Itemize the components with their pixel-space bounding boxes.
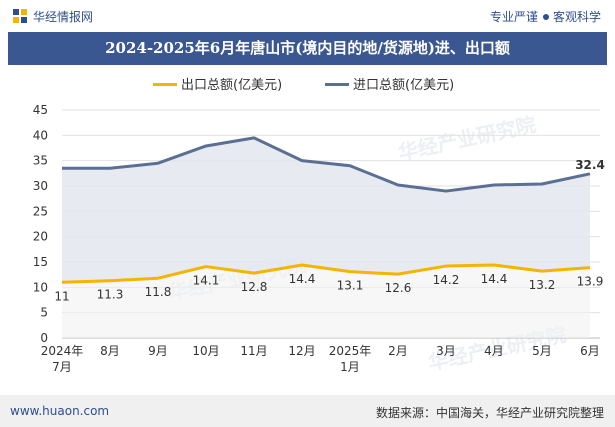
dot-separator bbox=[542, 13, 549, 20]
y-tick-label: 20 bbox=[33, 230, 48, 244]
x-tick-label: 2月 bbox=[388, 344, 408, 358]
export-data-label: 14.1 bbox=[193, 274, 220, 288]
legend-item-import: 进口总额(亿美元) bbox=[325, 74, 454, 93]
brand-name: 华经情报网 bbox=[33, 10, 94, 24]
x-tick-label: 11月 bbox=[240, 344, 267, 358]
legend-swatch-import bbox=[325, 82, 349, 86]
export-data-label: 11 bbox=[54, 289, 69, 303]
x-tick-label: 10月 bbox=[192, 344, 219, 358]
export-data-label: 11.8 bbox=[145, 285, 172, 299]
chart-area: 华经产业研究院华经产业研究院华经产业研究院0510152025303540452… bbox=[33, 103, 605, 375]
y-tick-label: 25 bbox=[33, 204, 48, 218]
export-data-label: 14.4 bbox=[481, 272, 508, 286]
tagline-left: 专业严谨 bbox=[489, 10, 538, 24]
y-tick-label: 10 bbox=[33, 280, 48, 294]
y-tick-label: 5 bbox=[40, 306, 48, 320]
export-data-label: 13.1 bbox=[337, 279, 364, 293]
logo-icon bbox=[13, 9, 27, 23]
import-series-line bbox=[62, 136, 591, 193]
y-tick-label: 0 bbox=[40, 331, 48, 345]
x-tick-label: 2025年 1月 bbox=[329, 344, 372, 374]
footer: www.huaon.com 数据来源：中国海关，华经产业研究院整理 bbox=[0, 395, 615, 427]
import-area-fill bbox=[62, 137, 590, 283]
tagline-right: 客观科学 bbox=[552, 10, 601, 24]
export-data-label: 11.3 bbox=[97, 288, 124, 302]
y-tick-label: 15 bbox=[33, 255, 48, 269]
watermark-text: 华经产业研究院 bbox=[396, 112, 538, 165]
export-series-line bbox=[61, 263, 591, 284]
y-tick-label: 40 bbox=[33, 128, 48, 142]
x-tick-label: 6月 bbox=[580, 344, 600, 358]
legend-item-export: 出口总额(亿美元) bbox=[153, 74, 282, 93]
x-tick-label: 12月 bbox=[288, 344, 315, 358]
export-data-label: 13.2 bbox=[529, 278, 556, 292]
x-tick-label: 2024年 7月 bbox=[41, 344, 84, 374]
y-tick-label: 45 bbox=[33, 103, 48, 117]
export-data-label: 12.8 bbox=[241, 280, 268, 294]
x-tick-label: 4月 bbox=[484, 344, 504, 358]
y-tick-label: 35 bbox=[33, 154, 48, 168]
export-data-label: 12.6 bbox=[385, 281, 412, 295]
chart-legend: 出口总额(亿美元) 进口总额(亿美元) bbox=[0, 74, 615, 94]
legend-label-export: 出口总额(亿美元) bbox=[181, 78, 283, 93]
chart-title: 2024-2025年6月年唐山市(境内目的地/货源地)进、出口额 bbox=[8, 32, 607, 65]
import-data-label: 32.4 bbox=[575, 158, 605, 172]
legend-label-import: 进口总额(亿美元) bbox=[353, 78, 455, 93]
y-tick-label: 30 bbox=[33, 179, 48, 193]
export-area-fill bbox=[62, 265, 590, 338]
x-tick-label: 9月 bbox=[148, 344, 168, 358]
x-tick-label: 3月 bbox=[436, 344, 456, 358]
x-tick-label: 8月 bbox=[100, 344, 120, 358]
footer-site: www.huaon.com bbox=[10, 404, 110, 418]
top-bar: 华经情报网 专业严谨 客观科学 bbox=[0, 0, 615, 32]
export-data-label: 14.2 bbox=[433, 273, 460, 287]
export-data-label: 14.4 bbox=[289, 272, 316, 286]
export-data-label: 13.9 bbox=[577, 275, 604, 289]
tagline: 专业严谨 客观科学 bbox=[490, 8, 601, 25]
legend-swatch-export bbox=[153, 82, 177, 86]
x-tick-label: 5月 bbox=[532, 344, 552, 358]
footer-source: 数据来源：中国海关，华经产业研究院整理 bbox=[375, 406, 604, 420]
